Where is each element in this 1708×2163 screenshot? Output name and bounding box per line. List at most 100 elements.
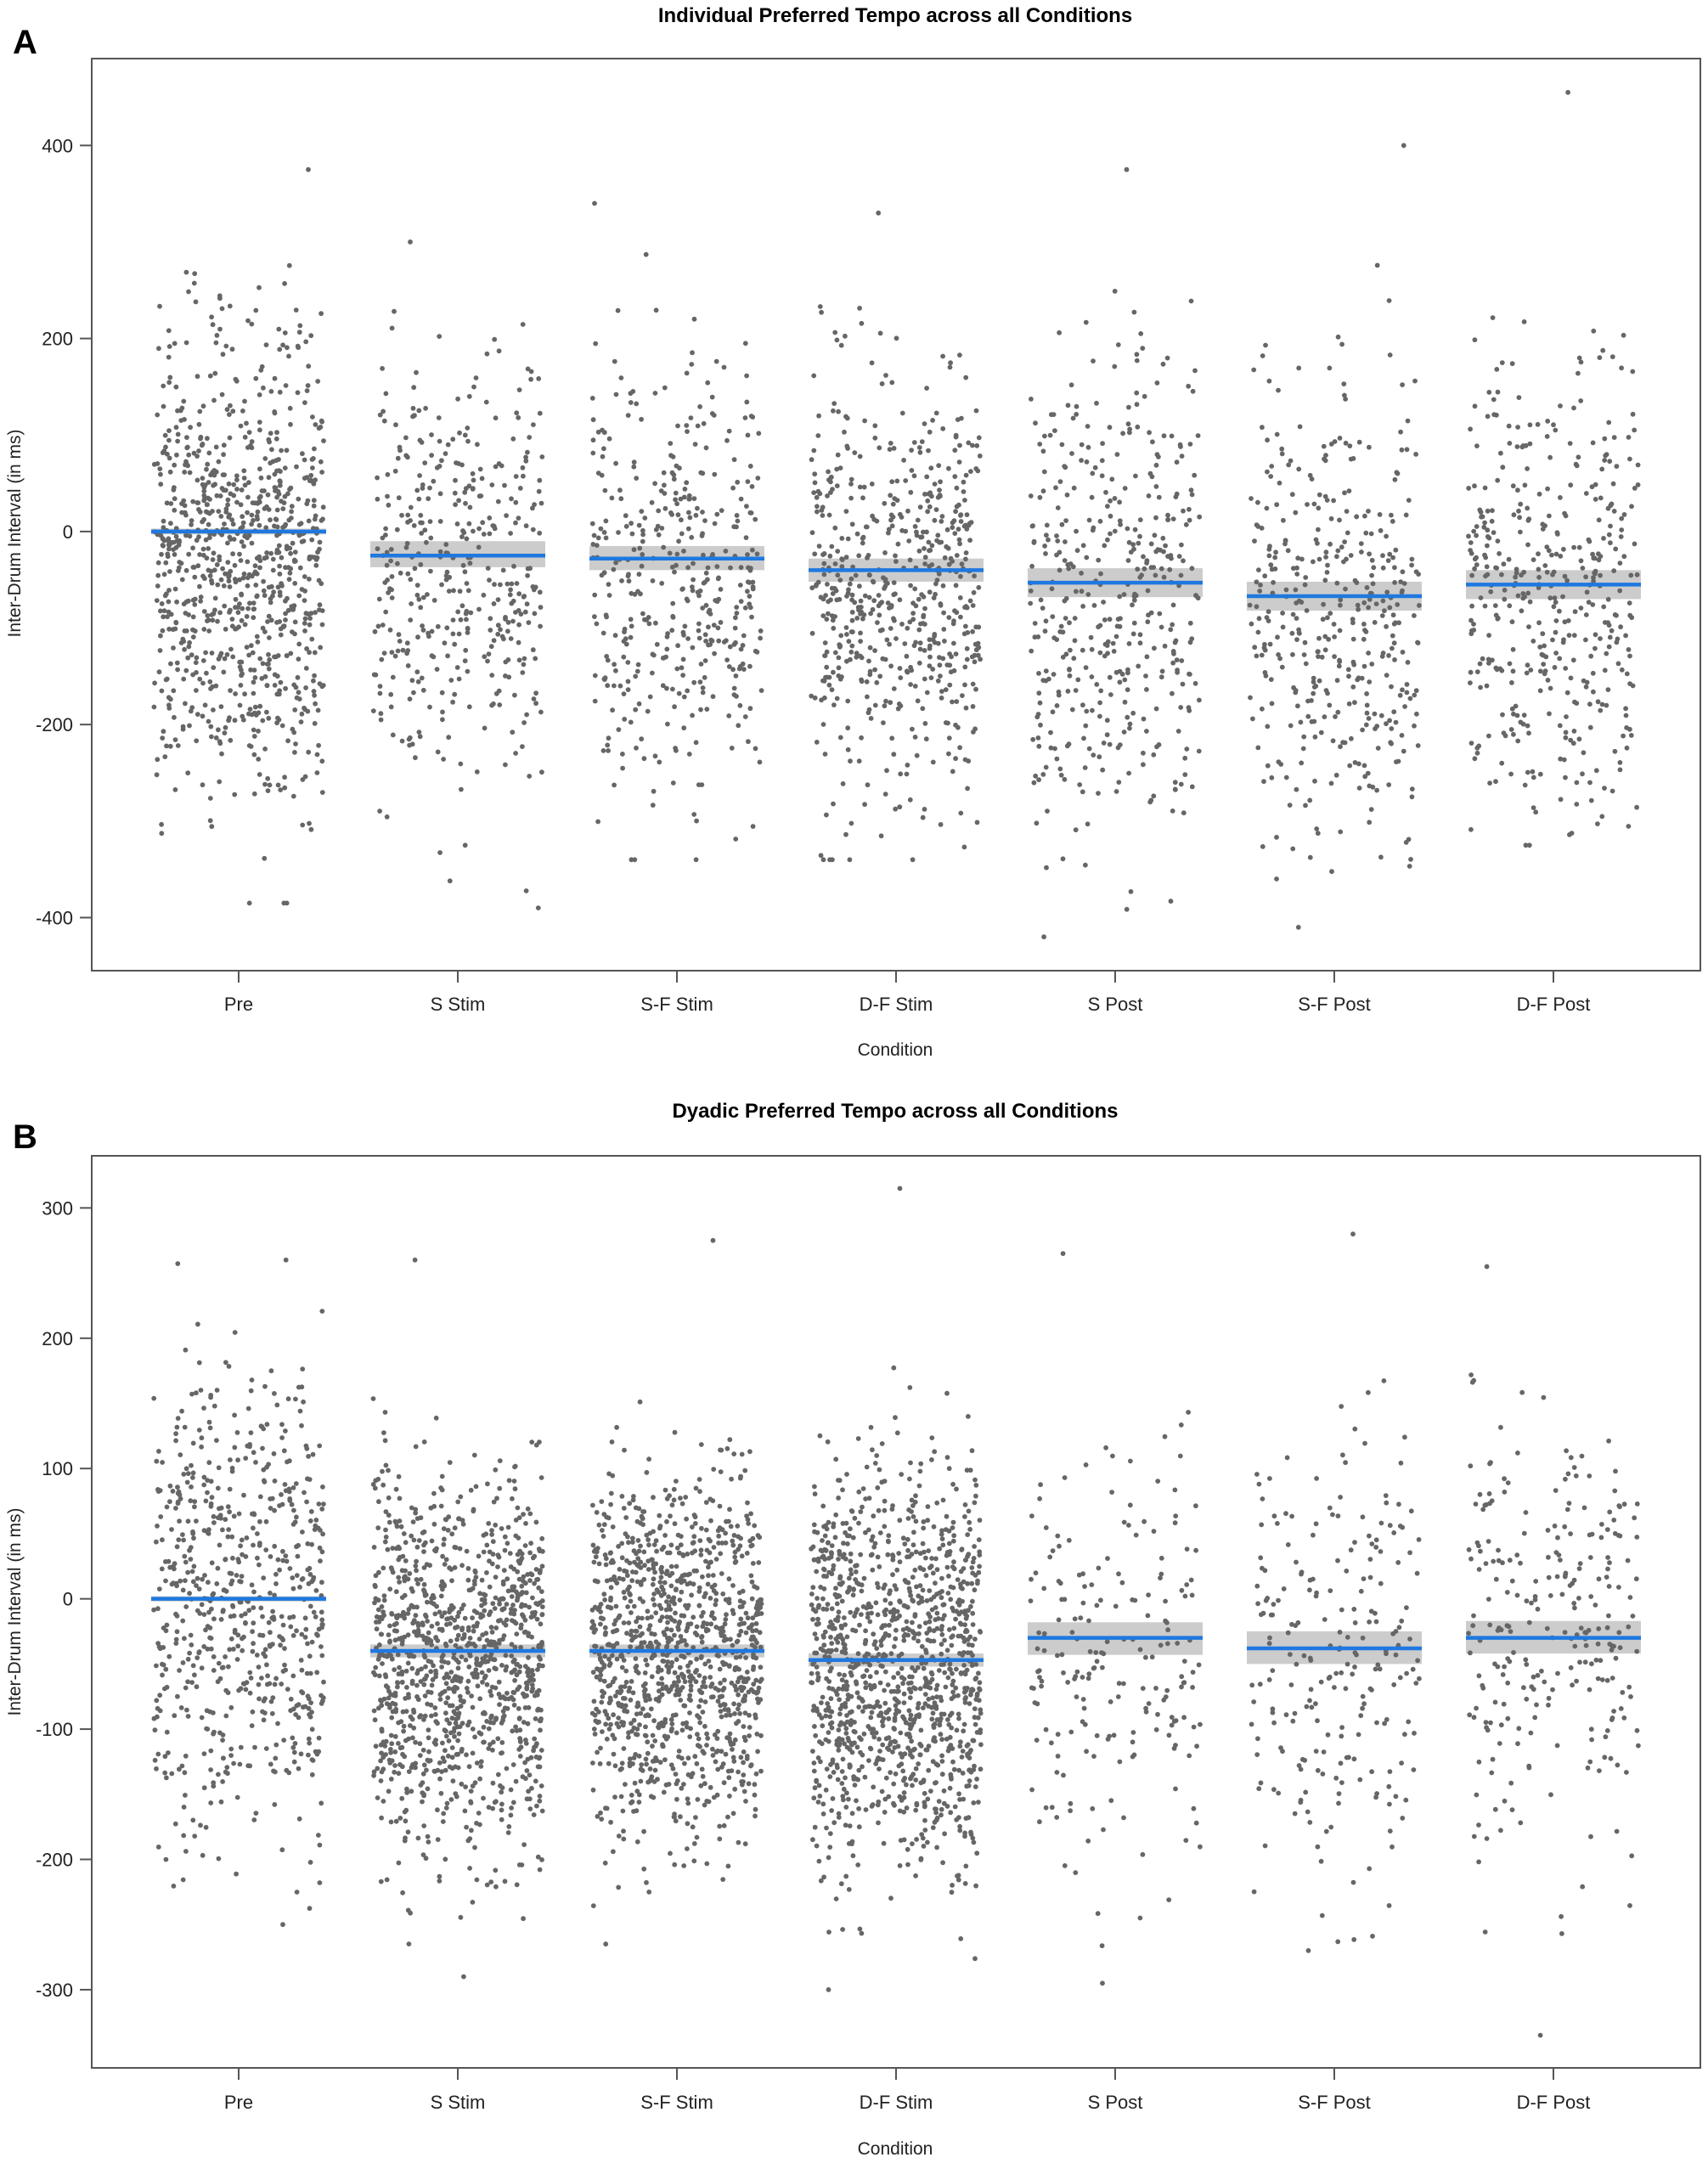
data-point <box>510 598 516 604</box>
data-point <box>879 381 885 386</box>
data-point <box>383 609 389 615</box>
data-point <box>1338 829 1344 835</box>
data-point <box>1540 631 1546 637</box>
panel-letter-a: A <box>13 24 37 61</box>
data-point <box>246 480 251 486</box>
data-point <box>168 661 173 667</box>
data-point <box>1117 518 1123 524</box>
data-point <box>516 657 522 663</box>
data-point <box>1104 643 1110 648</box>
data-point <box>747 594 753 599</box>
data-point <box>889 523 895 529</box>
data-point <box>1344 556 1349 562</box>
data-point <box>431 1490 437 1496</box>
data-point <box>175 1416 181 1421</box>
data-point <box>1513 574 1518 580</box>
data-point <box>228 737 234 743</box>
data-point <box>272 1681 278 1687</box>
data-point <box>1412 378 1418 384</box>
data-point <box>232 1445 238 1450</box>
data-point <box>226 1527 232 1532</box>
data-point <box>191 1563 197 1569</box>
data-point <box>631 459 637 465</box>
data-point <box>516 639 521 645</box>
data-point <box>493 690 499 696</box>
data-point <box>750 586 756 592</box>
data-point <box>443 1700 449 1705</box>
data-point <box>864 679 870 684</box>
data-point <box>758 688 764 693</box>
data-point <box>317 546 322 552</box>
data-point <box>1262 641 1267 647</box>
data-point <box>1193 593 1198 598</box>
data-point <box>1578 398 1584 403</box>
data-point <box>654 641 660 647</box>
data-point <box>1542 671 1547 677</box>
data-point <box>882 500 888 506</box>
data-point <box>282 465 288 470</box>
data-point <box>735 518 741 524</box>
data-point <box>305 1641 310 1647</box>
data-point <box>1152 532 1158 538</box>
data-point <box>437 1760 443 1766</box>
data-point <box>459 1606 465 1612</box>
data-point <box>296 1702 302 1708</box>
y-tick-label-a: -400 <box>36 907 73 928</box>
data-point <box>599 472 605 478</box>
data-point <box>414 1544 420 1550</box>
data-point <box>1400 588 1405 594</box>
data-point <box>470 1900 476 1905</box>
data-point <box>674 562 679 568</box>
data-point <box>825 582 830 587</box>
data-point <box>465 626 471 632</box>
data-point <box>1478 684 1483 690</box>
data-point <box>897 666 903 671</box>
data-point <box>392 1733 398 1739</box>
data-point <box>516 387 522 392</box>
data-point <box>207 1625 213 1631</box>
data-point <box>1476 743 1482 749</box>
data-point <box>267 635 272 640</box>
data-point <box>1315 649 1321 655</box>
data-point <box>1619 667 1625 673</box>
data-point <box>225 497 231 503</box>
data-point <box>456 461 461 466</box>
data-point <box>1083 723 1089 729</box>
data-point <box>388 1777 394 1782</box>
data-point <box>1141 393 1147 399</box>
data-point <box>440 1586 445 1592</box>
data-point <box>1580 771 1585 777</box>
data-point <box>306 518 312 524</box>
data-point <box>521 1574 527 1580</box>
data-point <box>473 1574 479 1580</box>
data-point <box>1335 709 1341 715</box>
data-point <box>623 513 629 519</box>
data-point <box>406 1769 412 1775</box>
data-point <box>225 1534 231 1540</box>
data-point <box>1144 560 1149 566</box>
data-point <box>690 645 696 651</box>
data-point <box>1346 673 1351 679</box>
data-point <box>1052 746 1057 752</box>
data-point <box>726 664 732 669</box>
data-point <box>1033 773 1039 779</box>
data-point <box>1491 397 1497 403</box>
data-point <box>292 549 298 555</box>
data-point <box>952 474 958 479</box>
data-point <box>154 1766 159 1772</box>
data-point <box>288 651 294 656</box>
data-point <box>476 1636 482 1642</box>
data-point <box>272 654 277 660</box>
data-point <box>188 425 194 431</box>
data-point <box>472 1734 477 1740</box>
data-point <box>745 432 751 438</box>
data-point <box>1588 653 1594 659</box>
data-point <box>472 1845 477 1850</box>
data-point <box>1329 869 1334 875</box>
data-point <box>279 1636 285 1642</box>
data-point <box>1034 714 1040 720</box>
data-point <box>243 1619 248 1625</box>
data-point <box>539 454 545 459</box>
data-point <box>1484 564 1490 570</box>
data-point <box>1084 555 1090 560</box>
